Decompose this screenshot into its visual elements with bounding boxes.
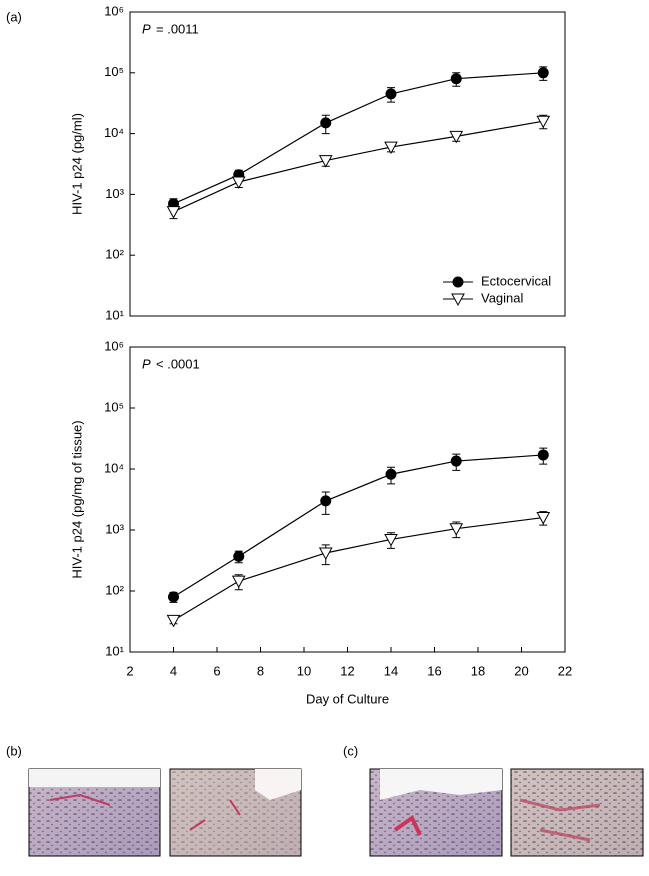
y-tick-label: 10² — [105, 582, 124, 597]
series-line — [173, 72, 544, 205]
y-tick-label: 10³ — [105, 521, 124, 536]
annotation-symbol: P — [142, 356, 151, 371]
marker — [318, 547, 333, 561]
x-tick-label: 16 — [427, 663, 441, 678]
x-tick-label: 12 — [340, 663, 354, 678]
plot-frame — [129, 346, 566, 653]
marker — [166, 206, 181, 219]
y-tick-label: 10⁵ — [104, 64, 124, 79]
marker — [450, 455, 462, 467]
y-axis-label: HIV-1 p24 (pg/mg of tissue) — [69, 420, 84, 578]
annotation: < .0001 — [156, 356, 200, 371]
marker — [320, 495, 332, 507]
marker — [231, 176, 246, 190]
annotation: = .0011 — [156, 21, 199, 36]
micrographs — [28, 768, 644, 857]
marker — [537, 449, 549, 461]
panel-label: (c) — [343, 743, 358, 758]
y-tick-label: 10⁶ — [104, 338, 124, 353]
y-tick-label: 10¹ — [105, 643, 124, 658]
series-line — [173, 516, 544, 621]
marker — [536, 512, 551, 525]
marker — [231, 575, 246, 589]
marker — [318, 155, 333, 168]
marker — [384, 141, 398, 155]
marker — [536, 115, 551, 129]
x-tick-label: 10 — [297, 663, 311, 678]
panel-label: (a) — [6, 9, 22, 24]
marker — [385, 88, 397, 100]
marker — [450, 73, 462, 85]
y-tick-label: 10³ — [105, 186, 124, 201]
marker — [320, 117, 332, 129]
plot-frame — [129, 11, 566, 317]
y-axis-label: HIV-1 p24 (pg/ml) — [69, 113, 84, 215]
y-tick-label: 10² — [105, 247, 124, 262]
marker — [168, 591, 179, 603]
panel-label: (b) — [6, 743, 22, 758]
legend-marker — [451, 293, 465, 307]
marker — [384, 533, 398, 547]
marker — [537, 67, 549, 79]
marker — [449, 523, 464, 536]
series-line — [173, 120, 544, 213]
x-axis-label: Day of Culture — [306, 691, 389, 706]
x-tick-label: 22 — [558, 663, 572, 678]
x-tick-label: 4 — [170, 663, 177, 678]
x-tick-label: 8 — [257, 663, 264, 678]
y-tick-label: 10⁶ — [104, 3, 124, 18]
y-tick-label: 10⁴ — [104, 125, 124, 140]
legend-label: Ectocervical — [481, 273, 551, 288]
y-tick-label: 10⁴ — [104, 460, 124, 475]
marker — [166, 614, 181, 628]
marker — [449, 130, 464, 144]
legend-label: Vaginal — [481, 290, 524, 305]
series-line — [173, 454, 544, 598]
x-tick-label: 18 — [471, 663, 485, 678]
marker — [385, 468, 397, 480]
annotation-symbol: P — [142, 21, 151, 36]
x-tick-label: 6 — [213, 663, 220, 678]
legend-marker — [452, 276, 464, 288]
x-tick-label: 20 — [514, 663, 528, 678]
y-tick-label: 10⁵ — [104, 399, 124, 414]
marker — [233, 550, 245, 562]
x-tick-label: 14 — [384, 663, 398, 678]
x-tick-label: 2 — [126, 663, 133, 678]
y-tick-label: 10¹ — [105, 307, 124, 322]
